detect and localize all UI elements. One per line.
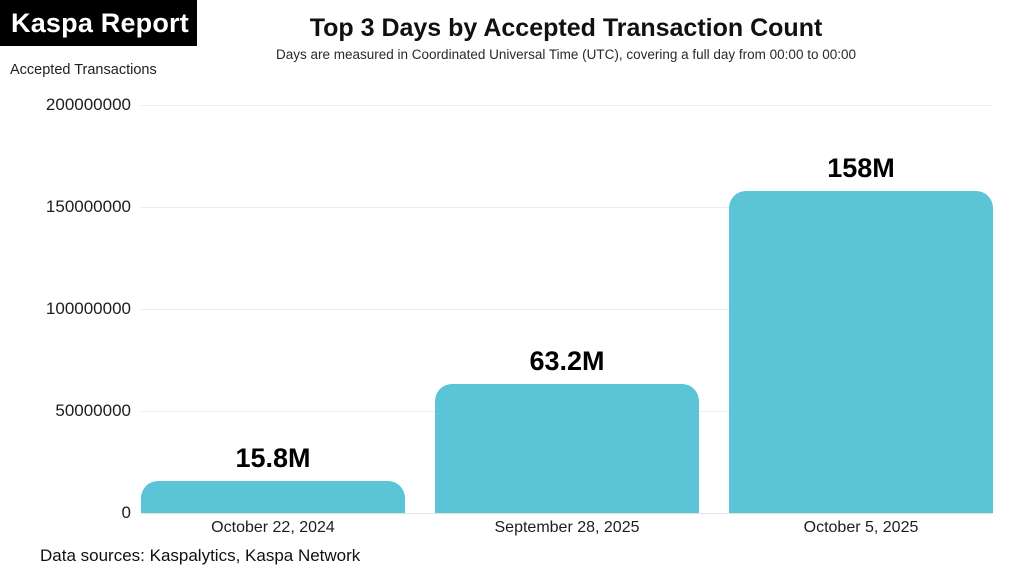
chart-title: Top 3 Days by Accepted Transaction Count [309,14,823,42]
y-tick-label: 150000000 [45,197,131,216]
gridline [141,104,993,106]
gridline [141,206,993,208]
bar [729,190,993,513]
chart-subtitle: Days are measured in Coordinated Univers… [275,47,856,62]
kaspa-report-logo: Kaspa Report [0,0,197,46]
bar-value-label: 15.8M [235,442,311,473]
y-tick-label: 200000000 [45,95,131,114]
gridline [141,512,993,514]
y-tick-label: 100000000 [45,299,131,318]
x-category-label: September 28, 2025 [494,519,640,536]
x-category-label: October 5, 2025 [803,519,919,536]
data-sources-note: Data sources: Kaspalytics, Kaspa Network [40,546,361,565]
bar [141,480,405,513]
x-category-label: October 22, 2024 [211,519,335,536]
bar [435,384,699,513]
y-axis-label: Accepted Transactions [10,62,157,78]
gridline [141,308,993,310]
y-tick-label: 0 [121,503,131,522]
y-tick-label: 50000000 [55,401,131,420]
bar-value-label: 63.2M [529,346,605,377]
logo-text: Kaspa Report [11,7,189,38]
bar-value-label: 158M [827,152,895,183]
